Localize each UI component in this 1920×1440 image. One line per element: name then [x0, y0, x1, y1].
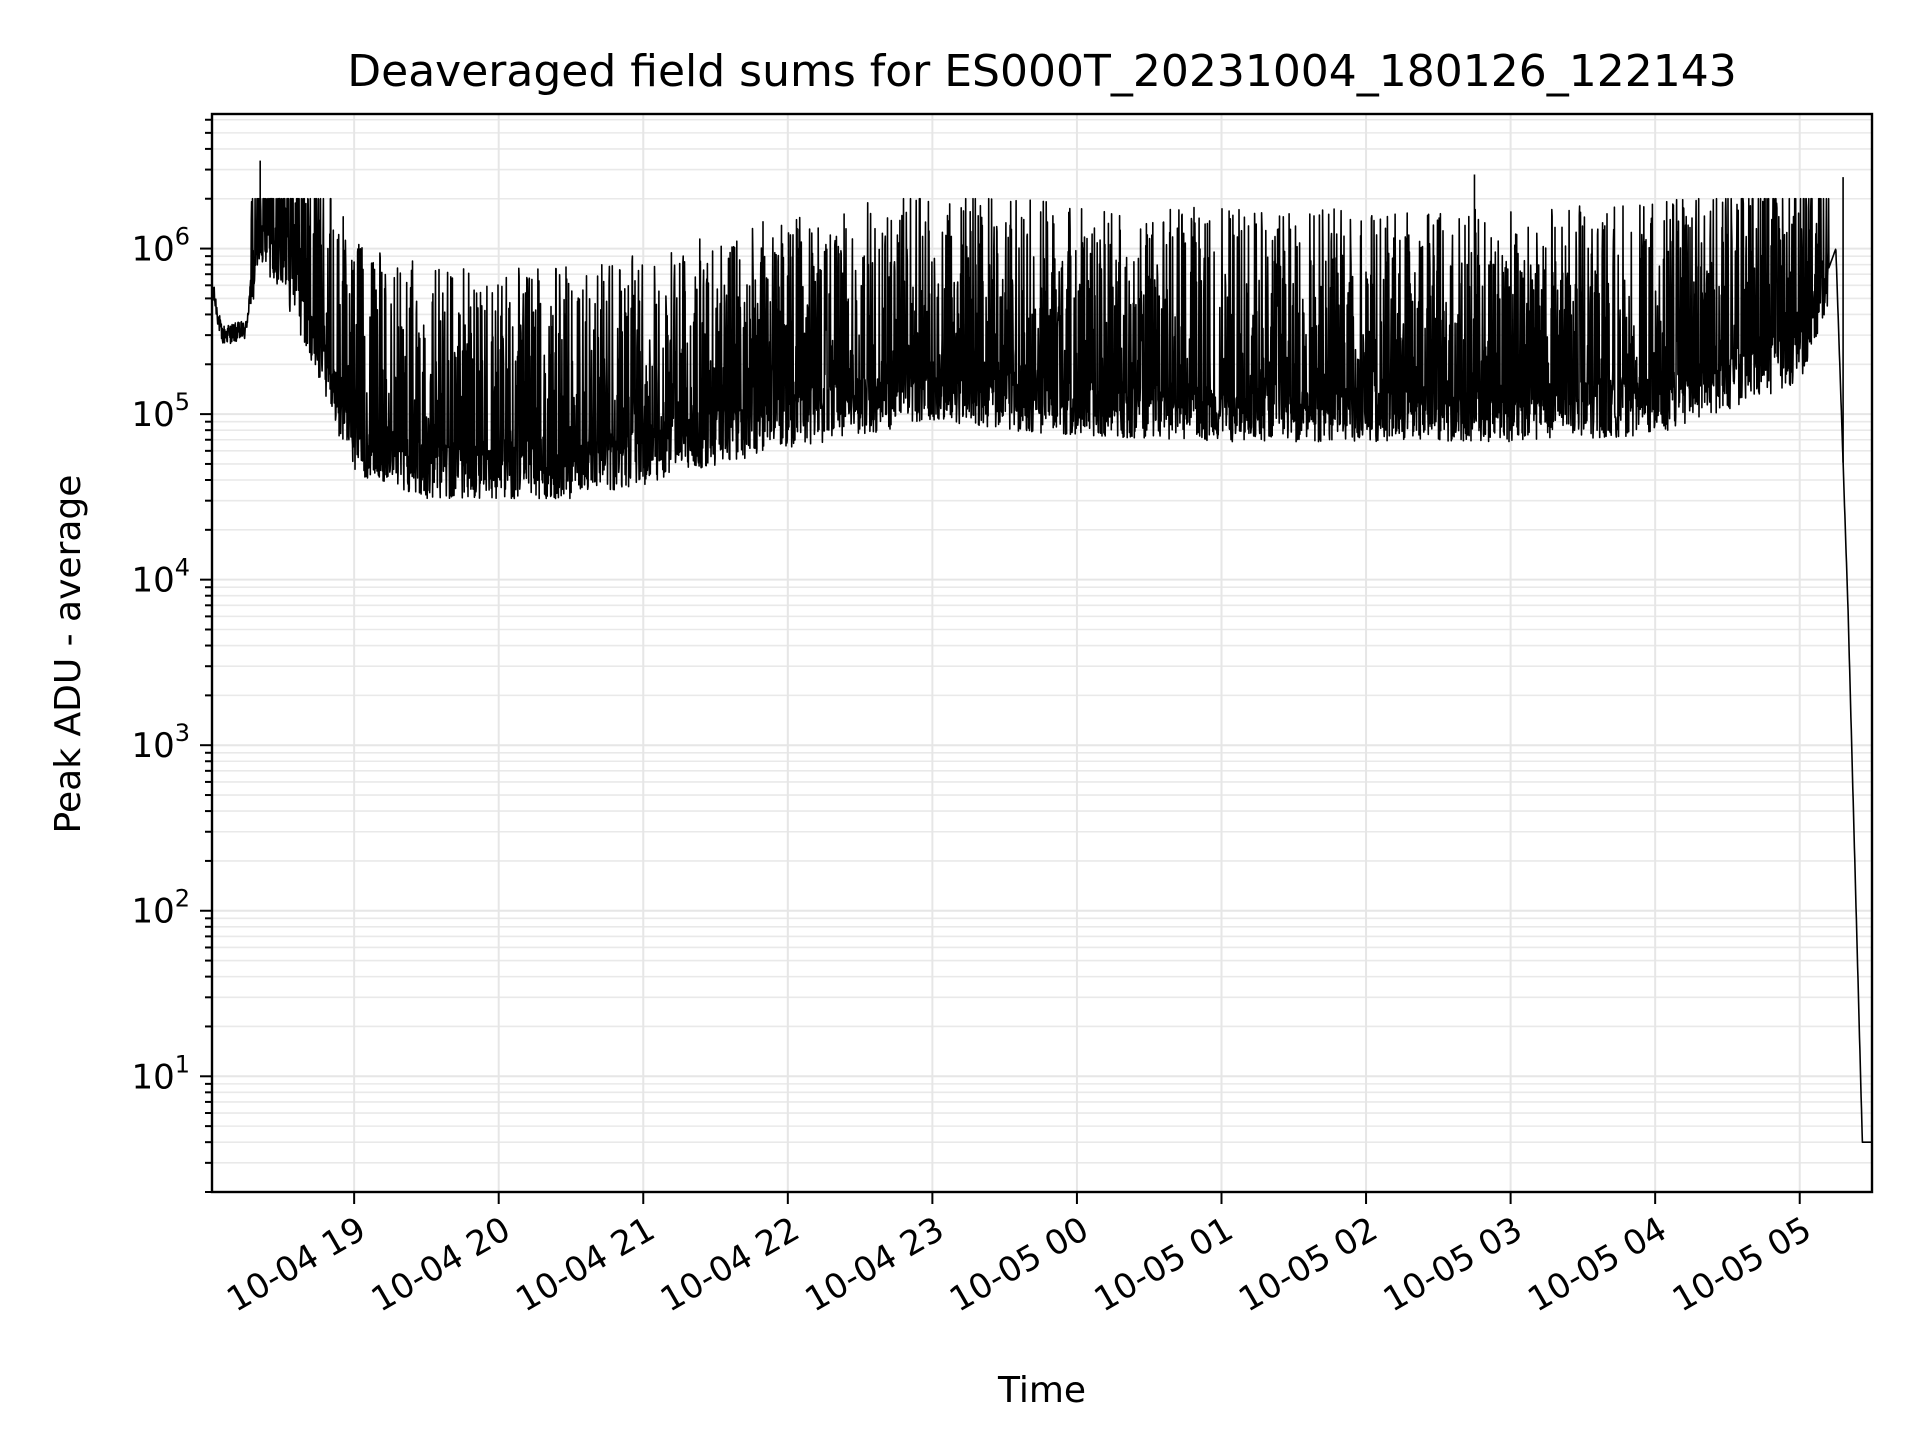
y-tick-label: 102	[131, 885, 190, 932]
x-tick-label: 10-05 01	[1088, 1209, 1240, 1320]
x-tick-label: 10-04 22	[654, 1209, 806, 1320]
x-tick-label: 10-04 19	[220, 1209, 372, 1320]
plot-frame	[210, 112, 1874, 1194]
series-layer	[211, 160, 1873, 1143]
chart-title: Deaveraged field sums for ES000T_2023100…	[347, 46, 1736, 97]
y-tick-label: 105	[131, 388, 190, 435]
x-tick-label: 10-05 02	[1232, 1209, 1384, 1320]
x-tick-label: 10-05 04	[1521, 1209, 1673, 1320]
x-axis-label: Time	[997, 1370, 1086, 1411]
y-tick-label: 101	[131, 1050, 190, 1097]
x-tick-label: 10-04 20	[365, 1209, 517, 1320]
x-tick-label: 10-05 00	[943, 1209, 1095, 1320]
y-axis-label: Peak ADU - average	[48, 475, 89, 834]
x-tick-label: 10-05 05	[1666, 1209, 1818, 1320]
y-tick-label: 103	[131, 719, 190, 766]
x-tick-label: 10-04 21	[509, 1209, 661, 1320]
x-tick-label: 10-05 03	[1377, 1209, 1529, 1320]
y-tick-label: 104	[131, 554, 190, 601]
y-tick-label: 106	[131, 223, 190, 270]
data-series-line	[211, 197, 1873, 1143]
x-tick-label: 10-04 23	[798, 1209, 950, 1320]
